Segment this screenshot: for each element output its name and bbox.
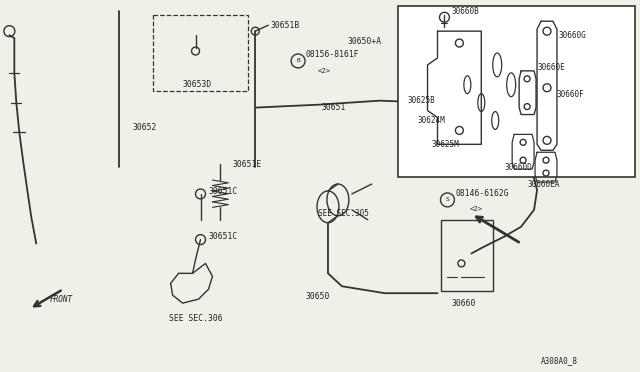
Bar bbox=[397, 6, 635, 177]
Text: <2>: <2> bbox=[469, 206, 483, 212]
Bar bbox=[442, 220, 493, 291]
Text: SEE SEC.305: SEE SEC.305 bbox=[318, 209, 369, 218]
Text: 30651C: 30651C bbox=[209, 232, 237, 241]
Text: <2>: <2> bbox=[318, 68, 331, 74]
Text: 30660EA: 30660EA bbox=[527, 180, 559, 189]
Text: 30660G: 30660G bbox=[559, 31, 587, 40]
Text: 30660E: 30660E bbox=[537, 63, 565, 73]
Text: 30650: 30650 bbox=[305, 292, 330, 301]
Text: A308A0_8: A308A0_8 bbox=[541, 356, 578, 365]
Text: 30660D: 30660D bbox=[504, 163, 532, 171]
Text: FRONT: FRONT bbox=[49, 295, 72, 304]
Text: 30651E: 30651E bbox=[232, 160, 262, 169]
Text: 30660B: 30660B bbox=[451, 7, 479, 16]
Text: 30625M: 30625M bbox=[431, 140, 460, 149]
Text: 30651: 30651 bbox=[322, 103, 346, 112]
Text: 30652: 30652 bbox=[133, 123, 157, 132]
Text: 30625B: 30625B bbox=[408, 96, 435, 105]
Text: 08146-6162G: 08146-6162G bbox=[456, 189, 509, 198]
Text: SEE SEC.306: SEE SEC.306 bbox=[169, 314, 222, 324]
Text: 30651B: 30651B bbox=[270, 21, 300, 30]
Text: 30651C: 30651C bbox=[209, 187, 237, 196]
Text: 30660F: 30660F bbox=[557, 90, 585, 99]
Text: 30650+A: 30650+A bbox=[348, 36, 382, 46]
Text: 08156-8161F: 08156-8161F bbox=[305, 51, 358, 60]
Text: B: B bbox=[296, 58, 300, 64]
Text: S: S bbox=[445, 198, 449, 202]
Text: 30660: 30660 bbox=[451, 299, 476, 308]
Text: 30653D: 30653D bbox=[182, 80, 212, 89]
Text: 30624M: 30624M bbox=[417, 116, 445, 125]
